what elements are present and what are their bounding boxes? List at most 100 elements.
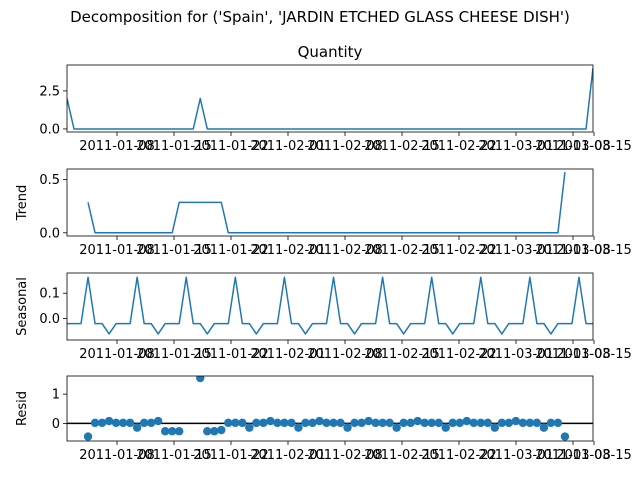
resid-point bbox=[420, 418, 429, 428]
resid-point bbox=[497, 418, 507, 428]
resid-point bbox=[245, 423, 254, 432]
ytick-label: 2.5 bbox=[39, 84, 60, 99]
ytick-label: 0.0 bbox=[39, 312, 60, 327]
plot-frame-resid bbox=[66, 375, 594, 442]
resid-point bbox=[343, 423, 352, 432]
resid-point bbox=[266, 416, 275, 426]
resid-point bbox=[231, 418, 240, 428]
xtick-label: 2011-02-01 bbox=[250, 448, 326, 463]
resid-point bbox=[315, 416, 324, 426]
resid-point bbox=[252, 418, 261, 428]
xtick-label: 2011-01-15 bbox=[136, 448, 212, 463]
resid-point bbox=[490, 423, 500, 432]
xtick-label: 2011-02-01 bbox=[250, 139, 326, 154]
xtick-label: 2011-01-22 bbox=[193, 448, 269, 463]
plot-frame-trend bbox=[66, 168, 594, 237]
resid-point bbox=[139, 418, 149, 428]
resid-point bbox=[350, 418, 359, 428]
plot-frame-observed bbox=[66, 64, 594, 133]
xtick-label: 2011-02-15 bbox=[364, 139, 440, 154]
xtick-label: 2011-03-08 bbox=[535, 139, 611, 154]
resid-point bbox=[406, 418, 415, 428]
resid-point bbox=[378, 418, 387, 428]
resid-point bbox=[483, 418, 492, 428]
xtick-label: 2011-02-01 bbox=[250, 243, 326, 258]
resid-point bbox=[153, 416, 163, 426]
xtick-label: 2011-01-15 bbox=[136, 243, 212, 258]
xtick-label: 2011-01-15 bbox=[136, 347, 212, 362]
xtick-label: 2011-03-08 bbox=[535, 448, 611, 463]
xtick-label: 2011-02-08 bbox=[307, 139, 383, 154]
series-trend bbox=[87, 171, 566, 234]
xtick-label: 2011-03-01 bbox=[478, 243, 554, 258]
ytick-label: 0.0 bbox=[39, 226, 60, 241]
ytick-label: 0.5 bbox=[39, 173, 60, 188]
resid-point bbox=[322, 418, 331, 428]
ylabel-resid: Resid bbox=[15, 391, 30, 426]
ytick-label: 1 bbox=[52, 388, 60, 403]
panel-observed: Quantity0.02.52011-01-082011-01-152011-0… bbox=[39, 43, 631, 154]
resid-point bbox=[175, 427, 184, 436]
xtick-label: 2011-03-08 bbox=[535, 243, 611, 258]
resid-point bbox=[560, 432, 570, 441]
resid-point bbox=[371, 418, 380, 428]
panel-title-observed: Quantity bbox=[298, 43, 363, 61]
resid-point bbox=[125, 418, 135, 428]
xtick-label: 2011-03-15 bbox=[556, 347, 632, 362]
resid-point bbox=[273, 418, 282, 428]
xtick-label: 2011-03-08 bbox=[535, 347, 611, 362]
resid-point bbox=[118, 418, 128, 428]
resid-point bbox=[413, 416, 422, 426]
resid-point bbox=[525, 418, 535, 428]
resid-point bbox=[399, 418, 408, 428]
xtick-label: 2011-02-15 bbox=[364, 347, 440, 362]
series-seasonal bbox=[67, 276, 593, 335]
xtick-label: 2011-01-22 bbox=[193, 243, 269, 258]
panels-root: Quantity0.02.52011-01-082011-01-152011-0… bbox=[15, 43, 632, 463]
xtick-label: 2011-01-08 bbox=[79, 347, 155, 362]
xtick-label: 2011-02-08 bbox=[307, 347, 383, 362]
resid-point bbox=[504, 418, 514, 428]
resid-point bbox=[546, 418, 556, 428]
xtick-label: 2011-02-22 bbox=[421, 448, 497, 463]
resid-point bbox=[97, 418, 107, 428]
resid-point bbox=[90, 418, 100, 428]
resid-point bbox=[385, 418, 394, 428]
resid-point bbox=[104, 416, 114, 426]
xtick-label: 2011-01-08 bbox=[79, 139, 155, 154]
resid-point bbox=[518, 418, 528, 428]
ylabel-seasonal: Seasonal bbox=[15, 277, 30, 336]
xtick-label: 2011-03-15 bbox=[556, 139, 632, 154]
resid-point bbox=[146, 418, 156, 428]
resid-point bbox=[427, 418, 436, 428]
ylabel-trend: Trend bbox=[15, 185, 30, 222]
panel-resid: Resid 012011-01-082011-01-152011-01-22201… bbox=[15, 375, 632, 463]
resid-point bbox=[224, 418, 233, 428]
ytick-label: 0 bbox=[52, 417, 60, 432]
resid-point bbox=[448, 418, 457, 428]
resid-point bbox=[111, 418, 121, 428]
resid-point bbox=[238, 418, 247, 428]
resid-point bbox=[83, 432, 93, 441]
resid-point bbox=[532, 418, 542, 428]
resid-point bbox=[455, 418, 464, 428]
resid-point bbox=[217, 425, 226, 435]
resid-point bbox=[336, 418, 345, 428]
xtick-label: 2011-02-15 bbox=[364, 243, 440, 258]
xtick-label: 2011-02-22 bbox=[421, 139, 497, 154]
resid-point bbox=[511, 416, 521, 426]
xtick-label: 2011-02-22 bbox=[421, 347, 497, 362]
xtick-label: 2011-02-01 bbox=[250, 347, 326, 362]
resid-point bbox=[329, 418, 338, 428]
resid-point bbox=[469, 418, 478, 428]
resid-point bbox=[132, 423, 142, 432]
series-line-seasonal bbox=[67, 276, 593, 335]
xtick-label: 2011-02-08 bbox=[307, 448, 383, 463]
xtick-label: 2011-03-01 bbox=[478, 139, 554, 154]
xtick-label: 2011-02-08 bbox=[307, 243, 383, 258]
resid-point bbox=[203, 427, 212, 436]
series-resid bbox=[83, 376, 570, 441]
xtick-label: 2011-01-08 bbox=[79, 448, 155, 463]
figure-suptitle: Decomposition for ('Spain', 'JARDIN ETCH… bbox=[70, 8, 570, 26]
